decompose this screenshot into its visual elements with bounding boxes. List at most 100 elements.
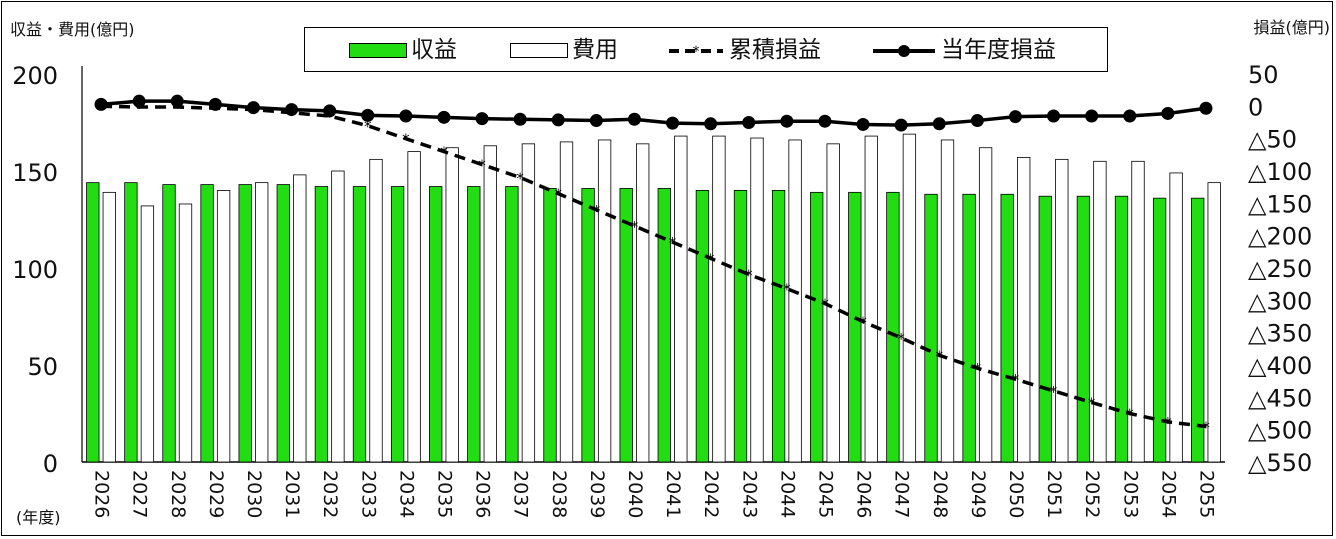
- x-tick-label: 2043: [738, 470, 760, 518]
- line-cumulative: [101, 104, 1207, 429]
- point-annual: [1123, 109, 1137, 123]
- point-cumulative: *: [821, 296, 829, 314]
- point-cumulative: *: [1088, 395, 1096, 413]
- point-cumulative: *: [707, 250, 715, 268]
- point-annual: [399, 109, 413, 123]
- x-tick-label: 2041: [662, 470, 684, 518]
- point-cumulative: *: [364, 118, 372, 136]
- line-annual: [100, 99, 1207, 127]
- right-tick-label: △550: [1248, 449, 1312, 477]
- point-cumulative: *: [974, 360, 982, 378]
- right-tick-label: 0: [1248, 93, 1263, 121]
- point-annual: [894, 118, 908, 132]
- point-annual: [856, 117, 870, 131]
- point-annual: [932, 117, 946, 131]
- bar-income: [429, 186, 443, 463]
- x-axis-unit: (年度): [16, 508, 61, 527]
- point-annual: [704, 117, 718, 131]
- bar-income: [924, 193, 938, 463]
- bar-cost: [369, 158, 383, 463]
- bar-income: [1000, 193, 1014, 463]
- point-annual: [1047, 109, 1061, 123]
- x-tick-label: 2055: [1195, 470, 1217, 518]
- right-tick-label: 50: [1248, 61, 1279, 89]
- x-tick-label: 2034: [395, 470, 417, 518]
- point-cumulative: *: [669, 234, 677, 252]
- bar-income: [1038, 195, 1052, 463]
- x-tick-label: 2033: [357, 470, 379, 518]
- bar-income: [467, 186, 481, 463]
- bar-cost: [1169, 172, 1183, 463]
- svg-text:*: *: [693, 44, 700, 59]
- x-tick-label: 2035: [433, 470, 455, 518]
- right-tick-label: △400: [1248, 352, 1312, 380]
- point-annual: [475, 112, 489, 126]
- point-annual: [285, 103, 299, 117]
- legend-swatch-cumulative: *: [669, 44, 723, 59]
- x-tick-label: 2052: [1081, 470, 1103, 518]
- right-tick-label: △50: [1248, 126, 1297, 154]
- point-cumulative: *: [897, 330, 905, 348]
- bar-income: [619, 188, 633, 463]
- point-annual: [780, 114, 794, 128]
- point-annual: [1199, 101, 1213, 115]
- x-tick-label: 2032: [319, 470, 341, 518]
- x-tick-label: 2036: [472, 470, 494, 518]
- point-annual: [970, 114, 984, 128]
- left-tick-label: 150: [12, 159, 58, 187]
- point-cumulative: *: [440, 144, 448, 162]
- bar-income: [505, 186, 519, 463]
- x-tick-label: 2049: [967, 470, 989, 518]
- x-tick-label: 2031: [281, 470, 303, 518]
- left-tick-label: 50: [27, 353, 58, 381]
- bar-cost: [407, 151, 421, 463]
- point-annual: [437, 110, 451, 124]
- left-tick-label: 0: [43, 450, 58, 478]
- bar-cost: [178, 203, 193, 463]
- bar-income: [276, 184, 290, 463]
- bar-cost: [331, 170, 345, 463]
- bar-income: [314, 186, 329, 463]
- bar-income: [1191, 197, 1205, 463]
- bar-income: [124, 182, 138, 463]
- x-tick-label: 2050: [1005, 470, 1027, 518]
- bar-cost: [1017, 157, 1031, 463]
- point-annual: [627, 112, 641, 126]
- bar-cost: [902, 133, 917, 463]
- bar-cost: [1131, 160, 1145, 463]
- point-annual: [323, 104, 337, 118]
- x-tick-label: 2042: [700, 470, 722, 518]
- x-tick-label: 2045: [814, 470, 836, 518]
- point-annual: [94, 97, 108, 111]
- x-tick-label: 2027: [129, 470, 151, 518]
- bar-income: [543, 188, 557, 463]
- point-cumulative: *: [783, 281, 791, 299]
- x-tick-label: 2030: [243, 470, 265, 518]
- legend-item-cumulative: * 累積損益: [667, 28, 821, 73]
- right-tick-label: △100: [1248, 158, 1312, 186]
- point-cumulative: *: [1164, 414, 1172, 432]
- bar-income: [771, 189, 786, 463]
- bar-cost: [674, 135, 688, 463]
- bar-cost: [864, 135, 878, 463]
- point-annual: [1085, 109, 1099, 123]
- bar-cost: [140, 205, 155, 463]
- x-tick-label: 2029: [205, 470, 227, 518]
- bar-income: [390, 186, 405, 463]
- left-tick-label: 100: [12, 256, 58, 284]
- bar-income: [886, 191, 900, 463]
- legend-swatch-annual: [873, 44, 935, 57]
- bar-income: [695, 189, 710, 463]
- point-cumulative: *: [516, 169, 524, 187]
- x-tick-label: 2026: [91, 470, 113, 518]
- point-annual: [742, 116, 756, 129]
- right-tick-label: △500: [1248, 417, 1312, 445]
- point-cumulative: *: [402, 131, 410, 149]
- point-annual: [551, 113, 565, 127]
- right-tick-label: △450: [1248, 384, 1312, 412]
- bar-cost: [293, 174, 307, 463]
- x-tick-label: 2037: [510, 470, 532, 518]
- legend-swatch-income: [349, 43, 407, 58]
- bar-cost: [1093, 160, 1107, 463]
